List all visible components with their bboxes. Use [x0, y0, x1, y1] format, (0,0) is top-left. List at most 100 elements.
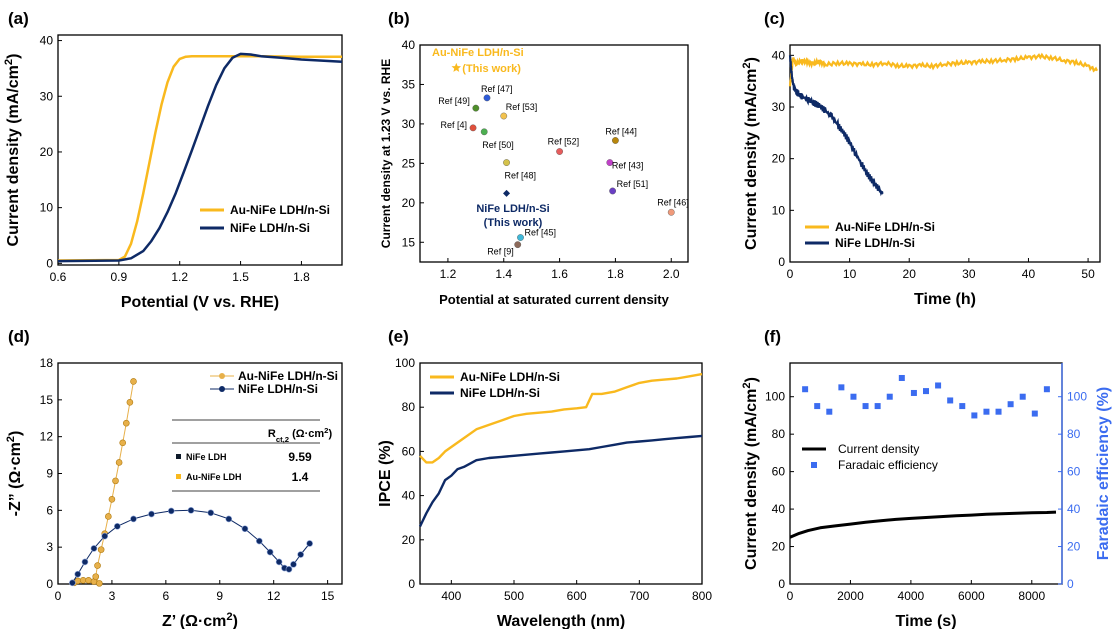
scatter-point	[469, 124, 477, 132]
table-row-value: 1.4	[292, 470, 309, 484]
x-tick-label: 2.0	[663, 267, 680, 281]
x-tick-label: 0	[55, 589, 62, 603]
nyquist-point	[148, 510, 155, 518]
y-tick-label: 0	[46, 256, 53, 270]
y-tick-label: 9	[46, 467, 53, 481]
x-tick-label: 15	[321, 589, 335, 603]
point-label: Ref [9]	[487, 247, 514, 257]
fe-marker	[1007, 401, 1014, 408]
table-header: Rct,2 (Ω·cm2)	[268, 426, 333, 444]
y-tick-label: 20	[772, 152, 786, 166]
diamond-marker	[503, 189, 511, 197]
y2-tick-label: 40	[1067, 502, 1081, 516]
fe-marker	[1031, 410, 1038, 417]
nyquist-point	[275, 558, 283, 566]
nyquist-point	[119, 439, 127, 447]
x-tick-label: 600	[567, 589, 587, 603]
nyquist-point	[126, 398, 134, 406]
nyquist-point	[92, 573, 100, 580]
highlight-label: NiFe LDH/n-Si	[476, 203, 549, 215]
y2-tick-label: 20	[1067, 540, 1081, 554]
x-tick-label: 1.4	[495, 267, 512, 281]
plot-frame	[419, 44, 689, 263]
x-axis-label: Z’ (Ω·cm2)	[162, 611, 238, 629]
plot-frame	[419, 362, 703, 585]
y-tick-label: 18	[40, 356, 54, 370]
panel-f: 0 2000 4000 6000 8000 0 20 40 60 80 100 Time (s) Cur…	[741, 327, 1112, 629]
y-tick-label: 15	[40, 393, 54, 407]
fe-marker	[1043, 386, 1050, 393]
nyquist-point	[130, 515, 137, 523]
y-tick-label: 20	[40, 145, 54, 159]
legend-label: Current density	[838, 442, 919, 456]
nyquist-point	[130, 378, 137, 385]
y-tick-label: 0	[778, 255, 785, 269]
x-tick-label: 30	[962, 267, 976, 281]
scatter-point	[503, 159, 510, 166]
x-axis-label: Time (s)	[895, 613, 956, 629]
y-tick-label: 3	[46, 540, 53, 554]
nyquist-point	[123, 419, 130, 427]
fe-marker	[898, 374, 905, 381]
y2-tick-label: 0	[1067, 577, 1074, 591]
legend-label: Au-NiFe LDH/n-Si	[835, 220, 935, 234]
y-tick-label: 60	[402, 444, 416, 458]
fe-marker	[983, 408, 990, 415]
y-tick-label: 20	[402, 196, 416, 210]
legend-label: Au-NiFe LDH/n-Si	[460, 370, 560, 384]
panel-label: (e)	[388, 327, 409, 346]
legend-label: Au-NiFe LDH/n-Si	[238, 369, 338, 383]
legend-label: Faradaic efficiency	[838, 458, 938, 472]
table-row-label: NiFe LDH	[186, 452, 227, 462]
scatter-point	[472, 104, 480, 112]
fe-marker	[971, 412, 978, 419]
y-tick-label: 30	[402, 117, 416, 131]
point-label: Ref [50]	[482, 140, 514, 150]
point-label: Ref [47]	[481, 84, 513, 94]
nyquist-point	[225, 515, 233, 523]
y-axis-label: Current density at 1.23 V vs. RHE	[379, 59, 393, 248]
nyquist-point	[207, 509, 215, 517]
y-tick-label: 15	[402, 235, 416, 249]
x-tick-label: 40	[1022, 267, 1036, 281]
nyquist-point	[105, 513, 112, 520]
point-label: Ref [49]	[438, 96, 470, 106]
x-tick-label: 1.8	[293, 270, 310, 284]
series-line-1	[71, 509, 310, 584]
highlight-label: (This work)	[484, 217, 543, 229]
fe-marker	[910, 389, 917, 396]
nyquist-point	[256, 537, 263, 545]
legend-label: NiFe LDH/n-Si	[238, 382, 318, 396]
panel-label: (a)	[8, 9, 29, 28]
star-marker	[451, 62, 461, 72]
fe-marker	[935, 382, 942, 389]
x-tick-label: 1.6	[551, 267, 568, 281]
point-label: Ref [52]	[548, 137, 580, 147]
x-tick-label: 2000	[837, 589, 864, 603]
y-tick-label: 35	[402, 77, 416, 91]
panel-label: (b)	[388, 9, 410, 28]
x-axis-label: Potential at saturated current density	[439, 292, 669, 307]
panel-label: (d)	[8, 327, 30, 346]
point-label: Ref [48]	[505, 171, 537, 181]
series-line-0	[419, 372, 703, 464]
y-tick-label: 0	[408, 577, 415, 591]
nyquist-point	[187, 507, 195, 514]
nyquist-point	[96, 580, 103, 587]
y-tick-label: 0	[46, 577, 53, 591]
y-tick-label: 100	[395, 356, 415, 370]
x-tick-label: 1.8	[607, 267, 624, 281]
series-line-0	[73, 381, 134, 584]
series-line-1	[57, 52, 343, 263]
legend-marker	[219, 386, 225, 392]
fe-marker	[959, 403, 966, 410]
y-tick-label: 30	[772, 100, 786, 114]
nyquist-point	[94, 562, 101, 569]
fe-marker	[838, 384, 845, 391]
nyquist-point	[97, 546, 105, 553]
x-tick-label: 6000	[958, 589, 985, 603]
x-tick-label: 1.5	[232, 270, 249, 284]
y-tick-label: 10	[772, 203, 786, 217]
y-tick-label: 40	[772, 502, 786, 516]
